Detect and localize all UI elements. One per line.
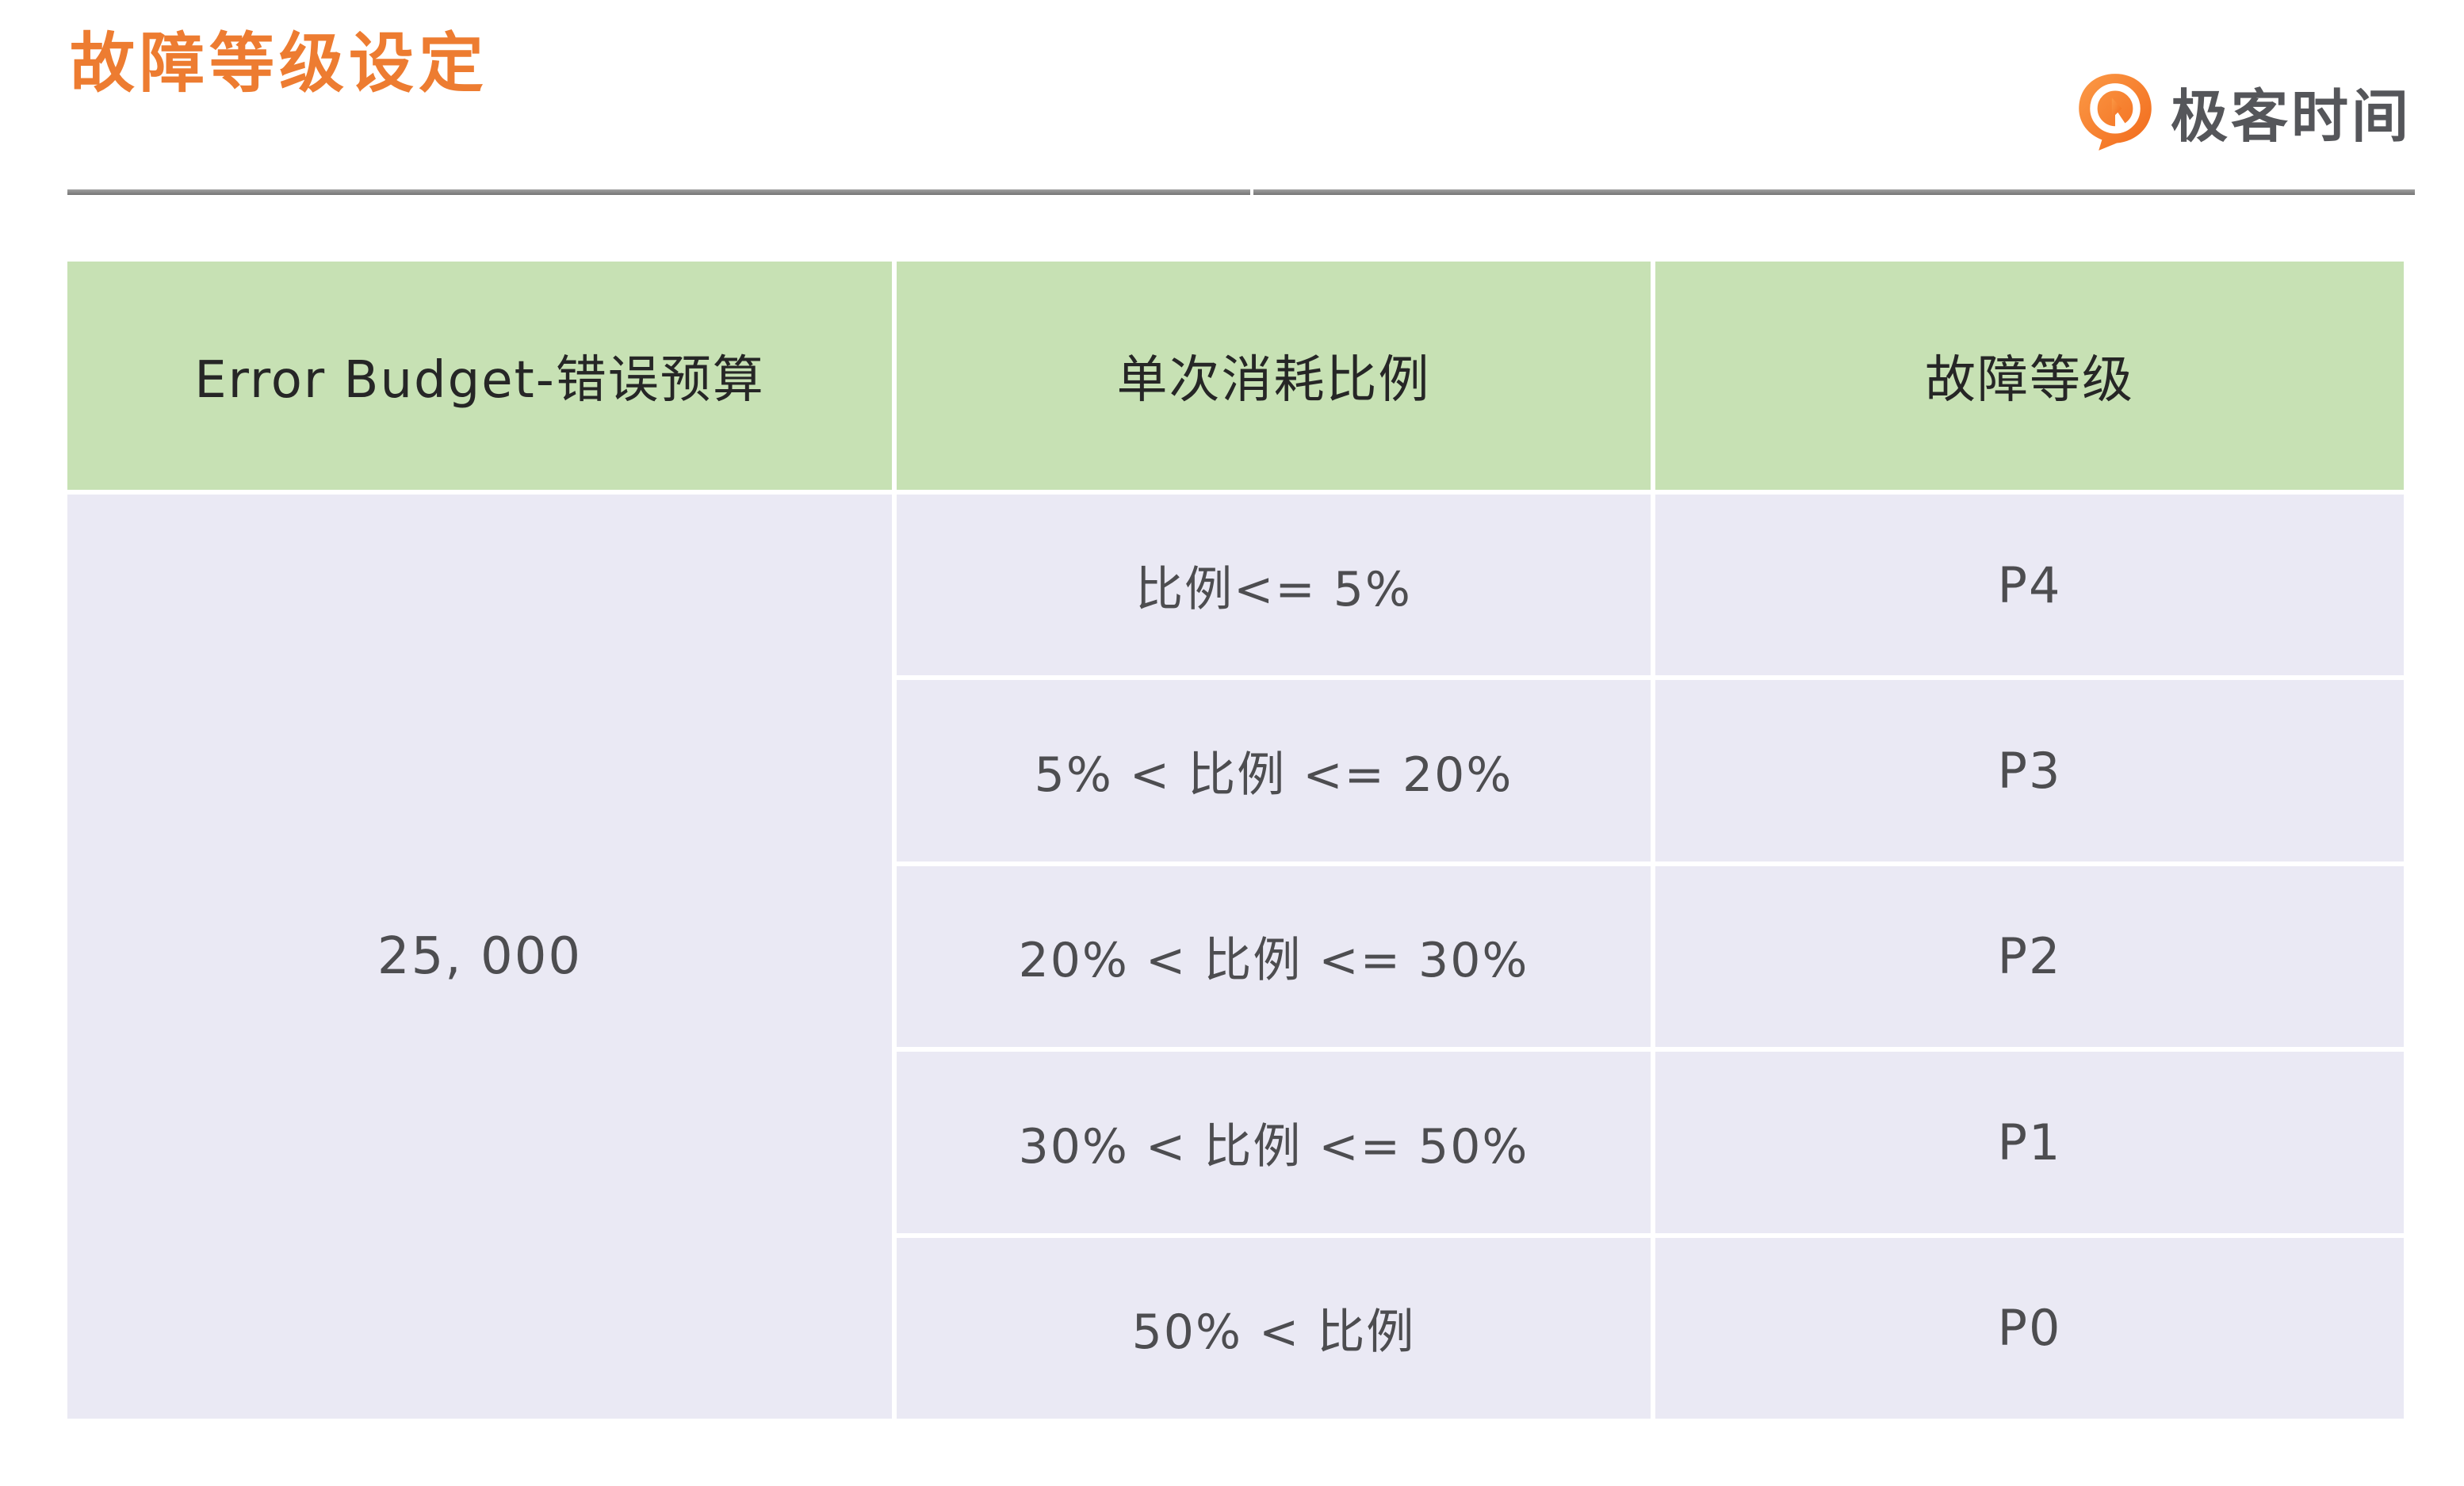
ratio-cell: 5% < 比例 <= 20%: [897, 680, 1651, 861]
fault-level-table: Error Budget-错误预算 单次消耗比例 故障等级 25, 000 比例…: [67, 262, 2404, 1419]
error-budget-value-cell: 25, 000: [67, 495, 892, 1419]
geektime-pin-icon: [2079, 73, 2152, 151]
ratio-cell: 50% < 比例: [897, 1237, 1651, 1419]
brand-name: 极客时间: [2170, 83, 2412, 150]
page-title: 故障等级设定: [70, 26, 489, 101]
level-cell: P4: [1655, 495, 2404, 676]
divider-break: [1250, 189, 1253, 195]
title-divider-line: [67, 189, 2415, 195]
header-fault-level: 故障等级: [1655, 262, 2404, 490]
header-consumption-ratio: 单次消耗比例: [897, 262, 1651, 490]
level-cell: P0: [1655, 1237, 2404, 1419]
ratio-cell: 比例<= 5%: [897, 495, 1651, 676]
brand-logo: 极客时间: [2074, 70, 2412, 153]
header-error-budget: Error Budget-错误预算: [67, 262, 892, 490]
level-cell: P1: [1655, 1052, 2404, 1233]
level-cell: P2: [1655, 865, 2404, 1048]
ratio-cell: 30% < 比例 <= 50%: [897, 1052, 1651, 1233]
level-cell: P3: [1655, 680, 2404, 861]
ratio-cell: 20% < 比例 <= 30%: [897, 865, 1651, 1048]
